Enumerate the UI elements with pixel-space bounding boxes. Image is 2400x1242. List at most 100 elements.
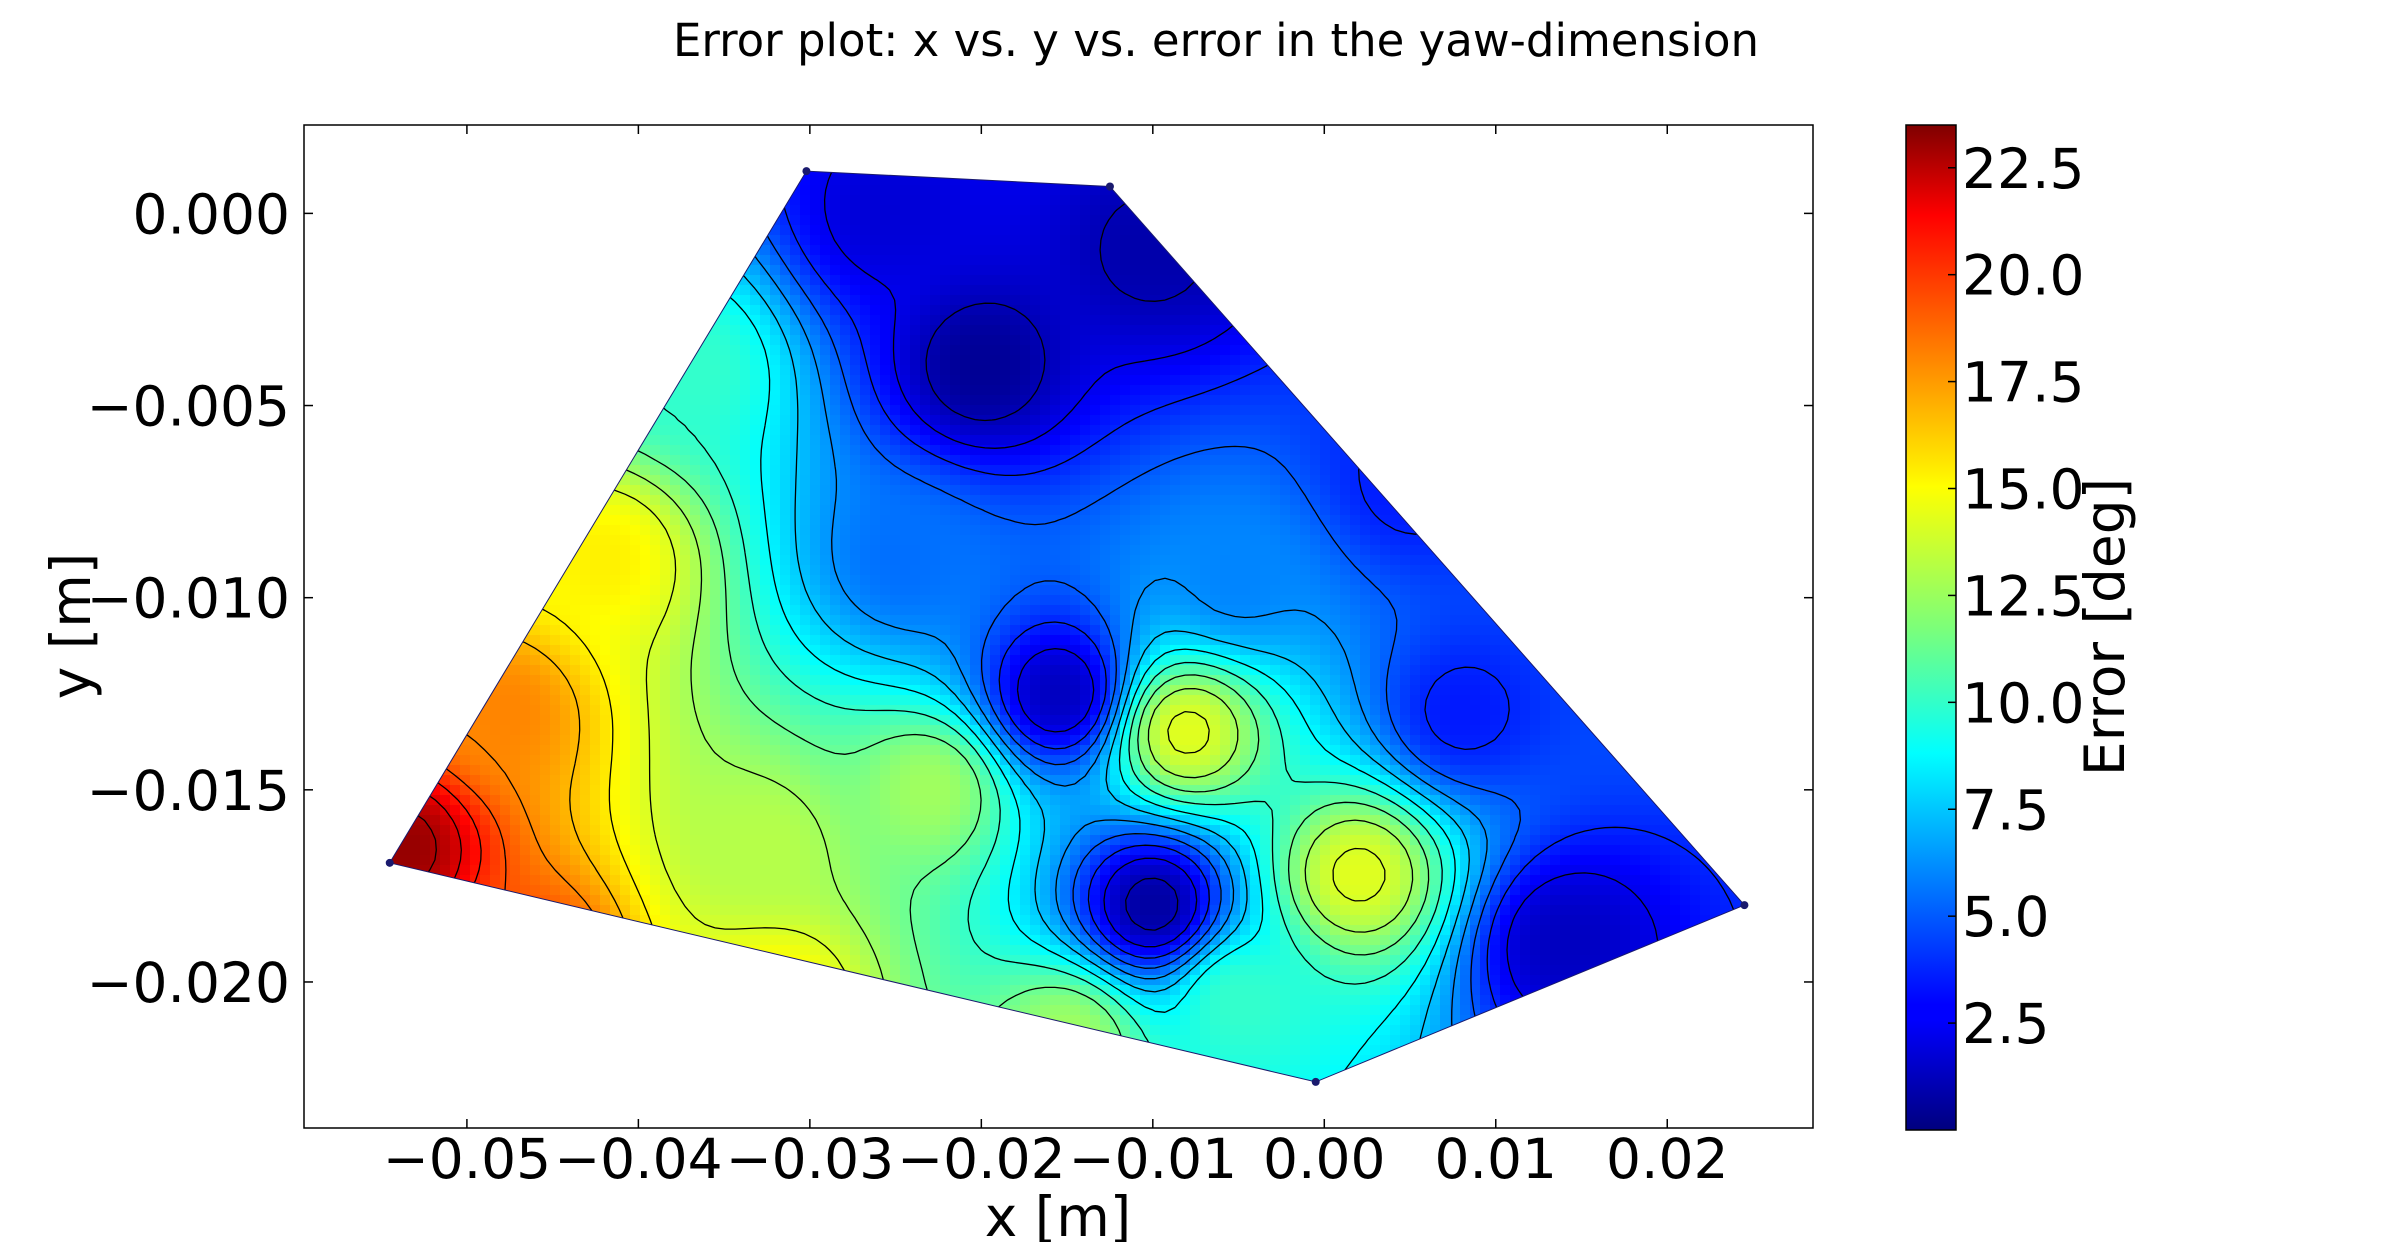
error-cell — [550, 235, 561, 246]
error-cell — [1610, 395, 1621, 406]
error-cell — [1100, 395, 1111, 406]
error-cell — [1730, 465, 1741, 476]
error-cell — [1070, 365, 1081, 376]
error-cell — [1500, 425, 1511, 436]
error-cell — [1530, 295, 1541, 306]
error-cell — [470, 445, 481, 456]
error-cell — [510, 505, 521, 516]
error-cell — [1370, 485, 1381, 496]
error-cell — [840, 485, 851, 496]
error-cell — [500, 315, 511, 326]
error-cell — [1220, 475, 1231, 486]
error-cell — [390, 175, 401, 186]
error-cell — [1630, 335, 1641, 346]
error-cell — [1620, 185, 1631, 196]
error-cell — [1320, 415, 1331, 426]
error-cell — [880, 375, 891, 386]
error-cell — [430, 475, 441, 486]
error-cell — [1680, 365, 1691, 376]
error-cell — [1550, 475, 1561, 486]
error-cell — [1030, 425, 1041, 436]
error-cell — [710, 265, 721, 276]
error-cell — [1090, 435, 1101, 446]
error-cell — [389, 315, 391, 326]
error-cell — [1610, 185, 1621, 196]
error-cell — [550, 425, 561, 436]
error-cell — [1490, 385, 1501, 396]
error-cell — [370, 515, 381, 526]
error-cell — [1400, 175, 1411, 186]
error-cell — [680, 195, 691, 206]
error-cell — [950, 375, 961, 386]
error-cell — [1140, 235, 1151, 246]
error-cell — [960, 335, 971, 346]
error-cell — [1620, 385, 1631, 396]
error-cell — [640, 405, 651, 416]
error-cell — [600, 425, 611, 436]
error-cell — [1170, 175, 1181, 186]
error-cell — [440, 225, 451, 236]
error-cell — [1170, 245, 1181, 256]
error-cell — [810, 485, 821, 496]
error-cell — [780, 475, 791, 486]
error-cell — [880, 275, 891, 286]
error-cell — [790, 435, 801, 446]
error-cell — [1470, 485, 1481, 496]
error-cell — [780, 235, 791, 246]
error-cell — [400, 245, 411, 256]
error-cell — [750, 215, 761, 226]
error-cell — [450, 335, 461, 346]
error-cell — [370, 395, 381, 406]
error-cell — [1570, 355, 1581, 366]
error-cell — [400, 415, 411, 426]
error-cell — [980, 325, 991, 336]
error-cell — [690, 305, 701, 316]
error-cell — [1460, 455, 1471, 466]
error-cell — [1480, 245, 1491, 256]
error-cell — [1210, 475, 1221, 486]
error-cell — [1220, 185, 1231, 196]
error-cell — [1090, 245, 1101, 256]
error-cell — [1460, 171, 1471, 176]
error-cell — [370, 505, 381, 516]
error-cell — [500, 395, 511, 406]
error-cell — [490, 285, 501, 296]
error-cell — [870, 485, 881, 496]
error-cell — [1670, 385, 1681, 396]
error-cell — [1740, 465, 1745, 476]
error-cell — [1350, 515, 1361, 526]
error-cell — [470, 495, 481, 506]
error-cell — [760, 365, 771, 376]
error-cell — [1290, 215, 1301, 226]
error-cell — [1740, 175, 1745, 186]
error-cell — [500, 365, 511, 376]
error-cell — [1670, 455, 1681, 466]
error-cell — [1080, 205, 1091, 216]
error-cell — [540, 235, 551, 246]
error-cell — [1340, 245, 1351, 256]
error-cell — [660, 171, 671, 176]
error-cell — [1620, 475, 1631, 486]
error-cell — [910, 345, 921, 356]
error-cell — [740, 365, 751, 376]
error-cell — [760, 295, 771, 306]
error-cell — [390, 395, 401, 406]
error-cell — [1730, 225, 1741, 236]
error-cell — [910, 465, 921, 476]
error-cell — [1520, 435, 1531, 446]
error-cell — [910, 335, 921, 346]
error-cell — [1260, 475, 1271, 486]
error-cell — [1350, 355, 1361, 366]
error-cell — [1240, 405, 1251, 416]
error-cell — [440, 215, 451, 226]
error-cell — [1740, 295, 1745, 306]
error-cell — [1650, 265, 1661, 276]
error-cell — [1440, 315, 1451, 326]
error-cell — [1340, 445, 1351, 456]
error-cell — [680, 335, 691, 346]
error-cell — [1380, 455, 1391, 466]
error-cell — [1660, 215, 1671, 226]
error-cell — [1460, 305, 1471, 316]
error-cell — [1360, 225, 1371, 236]
error-cell — [1610, 375, 1621, 386]
